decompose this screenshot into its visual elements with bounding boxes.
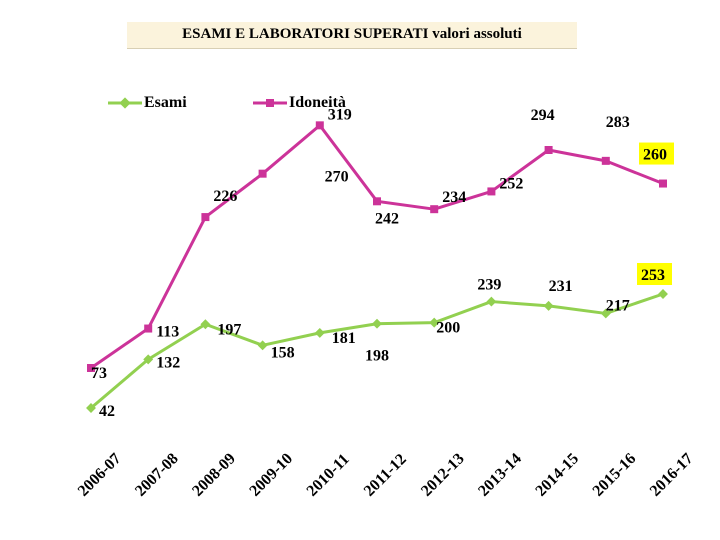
data-point-marker	[372, 318, 382, 329]
data-point-marker	[373, 197, 381, 206]
data-label: 73	[91, 365, 107, 382]
chart-title-box: ESAMI E LABORATORI SUPERATI valori assol…	[127, 22, 577, 49]
data-label: 234	[442, 189, 466, 206]
data-point-marker	[601, 156, 610, 165]
x-tick-label: 2011-12	[361, 451, 410, 500]
data-point-marker	[658, 289, 668, 299]
x-tick-label: 2008-09	[189, 450, 239, 500]
data-point-marker	[487, 187, 496, 196]
data-label: 158	[271, 344, 295, 361]
legend-marker-esami	[108, 97, 142, 109]
data-label: 260	[643, 147, 667, 164]
data-point-marker	[258, 169, 267, 178]
data-point-marker	[87, 364, 95, 372]
data-point-marker	[486, 296, 497, 307]
data-label: 226	[213, 188, 237, 205]
data-point-marker	[257, 340, 268, 351]
data-label: 200	[436, 320, 460, 337]
data-point-marker	[543, 300, 554, 311]
data-label: 294	[531, 107, 555, 124]
data-point-marker	[200, 319, 211, 330]
data-label: 239	[477, 277, 501, 294]
data-point-marker	[544, 146, 553, 154]
data-point-marker	[314, 327, 325, 338]
data-label: 217	[606, 297, 630, 314]
data-point-marker	[143, 354, 154, 365]
x-tick-label: 2013-14	[475, 450, 525, 500]
data-label: 113	[156, 324, 179, 341]
data-label: 253	[641, 267, 665, 284]
data-label: 270	[325, 169, 349, 186]
data-label: 132	[156, 354, 180, 371]
legend-item-idoneita: Idoneità	[253, 92, 346, 114]
x-tick-label: 2007-08	[132, 450, 182, 500]
legend-label-idoneita: Idoneità	[289, 94, 346, 111]
x-tick-label: 2010-11	[304, 451, 353, 500]
data-label: 198	[365, 348, 389, 365]
data-label-highlight	[637, 263, 672, 285]
x-tick-label: 2012-13	[418, 450, 468, 500]
x-tick-label: 2015-16	[590, 450, 640, 500]
data-point-marker	[315, 121, 324, 130]
legend-item-esami: Esami	[108, 92, 187, 114]
data-label: 181	[332, 330, 356, 347]
data-label: 42	[99, 403, 115, 420]
data-point-marker	[600, 308, 611, 319]
data-point-marker	[429, 317, 440, 328]
x-tick-label: 2009-10	[246, 450, 296, 500]
x-tick-label: 2014-15	[532, 450, 582, 500]
data-label: 252	[499, 175, 523, 192]
legend-label-esami: Esami	[144, 94, 187, 111]
legend-marker-idoneita	[253, 99, 287, 107]
data-label: 283	[606, 114, 630, 131]
data-label: 319	[328, 106, 352, 123]
x-tick-label: 2006-07	[75, 450, 125, 500]
chart-title: ESAMI E LABORATORI SUPERATI valori assol…	[182, 26, 522, 42]
data-label-highlight	[639, 142, 674, 165]
data-point-marker	[201, 213, 210, 222]
data-label: 197	[217, 321, 241, 338]
x-tick-label: 2016-17	[647, 450, 697, 500]
data-point-marker	[144, 324, 153, 333]
data-point-marker	[430, 205, 439, 214]
data-point-marker	[659, 179, 667, 188]
data-label: 242	[375, 210, 399, 227]
data-label: 231	[549, 278, 573, 295]
